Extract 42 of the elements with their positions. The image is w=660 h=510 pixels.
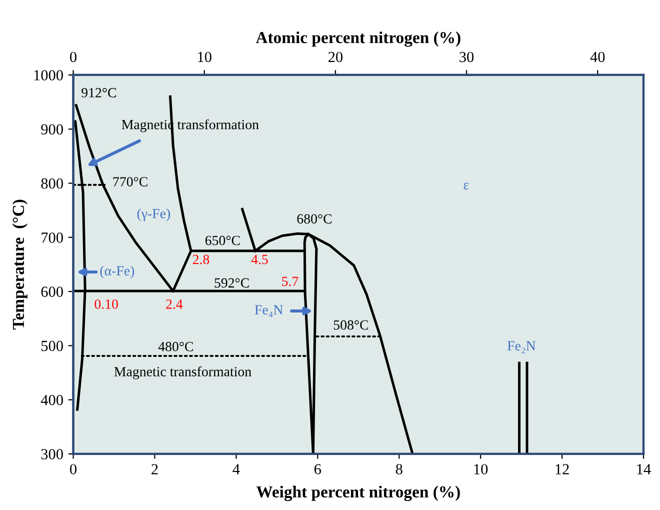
x-tick-label: 12 xyxy=(556,464,569,474)
x2-tick-label: 40 xyxy=(590,52,605,62)
annotation: 4.5 xyxy=(251,254,268,264)
annotation: 592°C xyxy=(214,278,249,288)
annotation: Magnetic transformation xyxy=(114,366,252,380)
y-tick-label: 500 xyxy=(42,340,63,352)
annotation: ε xyxy=(464,182,469,190)
annotation: 2.4 xyxy=(166,300,183,309)
y-tick-label: 900 xyxy=(41,124,63,135)
annotation: (γ-Fe) xyxy=(137,208,170,222)
annotation: 480°C xyxy=(158,342,193,352)
x2-axis-title: Atomic percent nitrogen (%) xyxy=(256,31,460,47)
x2-tick-label: 10 xyxy=(198,52,212,62)
x2-tick-label: 30 xyxy=(460,52,474,62)
annotation: 5.7 xyxy=(282,276,298,286)
annotation: 650°C xyxy=(205,236,240,246)
x-tick-label: 2 xyxy=(152,464,158,474)
y-tick-label: 600 xyxy=(41,286,63,297)
annotation: 2.8 xyxy=(192,254,210,264)
annotation: 770°C xyxy=(113,177,148,186)
y-tick-label: 800 xyxy=(41,178,63,189)
x-tick-label: 14 xyxy=(637,464,651,474)
annotation: 912°C xyxy=(82,88,116,98)
annotation: 508°C xyxy=(334,320,368,330)
x-axis-title: Weight percent nitrogen (%) xyxy=(256,486,460,502)
x2-tick-label: 0 xyxy=(70,52,76,62)
annotation: 680°C xyxy=(297,214,332,224)
x-tick-label: 4 xyxy=(232,464,240,474)
x-tick-label: 8 xyxy=(396,464,402,474)
annotation: 0.10 xyxy=(94,299,118,309)
x-tick-label: 10 xyxy=(474,464,488,474)
x2-tick-label: 20 xyxy=(328,52,342,62)
y-tick-label: 1000 xyxy=(34,70,63,80)
annotation: Fe₄N xyxy=(254,305,283,318)
x-tick-label: 6 xyxy=(314,464,322,474)
y-tick-label: 300 xyxy=(41,449,63,460)
y-tick-label: 400 xyxy=(40,394,63,406)
x-tick-label: 0 xyxy=(70,464,76,474)
y-axis-title: Temperature (°C) xyxy=(12,200,28,330)
annotation: Fe₂N xyxy=(507,341,536,354)
y-tick-label: 700 xyxy=(42,232,63,243)
annotation: (α-Fe) xyxy=(100,266,134,278)
